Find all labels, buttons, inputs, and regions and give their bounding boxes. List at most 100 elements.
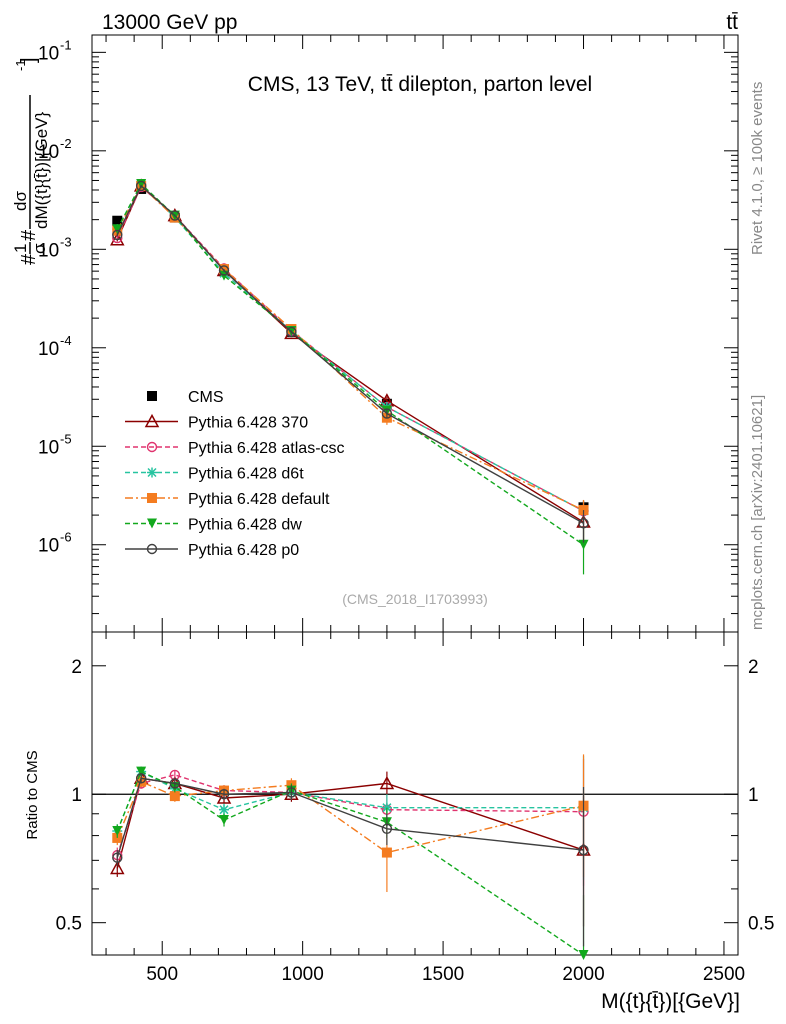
ylabel-hash: # [18,229,40,241]
main-y-tick-exponent: -4 [60,333,72,348]
ylabel-exp: -1 [13,59,28,71]
x-tick-label: 2000 [562,964,604,985]
ylabel-denominator: dM({t}{t̄})[{GeV} [32,111,51,229]
series-pythia-6-428-atlas-csc [112,181,589,525]
main-y-tick-exponent: -1 [60,37,72,52]
main-y-tick-exponent: -2 [60,136,72,151]
legend-marker [146,543,158,555]
ylabel-one: 1 [11,244,30,253]
ratio-point [136,766,147,777]
svg-text:#: # [18,253,40,265]
series-line [116,182,584,512]
ratio-point [286,787,297,798]
main-y-tick-label: 10 [38,536,59,557]
header-left-title: 13000 GeV pp [102,11,237,34]
legend-marker [146,441,158,453]
legend-label: Pythia 6.428 atlas-csc [188,440,345,457]
legend-marker [144,413,160,428]
ratio-point [381,823,393,834]
main-y-axis-label: # 1 σ # dσ dM({t}{t̄})[{GeV} ] -1 [11,57,51,265]
x-tick-label: 500 [146,964,178,985]
series-pythia-6-428-dw [112,179,589,575]
x-axis-label: M({t}{t̄})[{GeV}] [601,990,740,1013]
legend-entry: Pythia 6.428 default [125,491,330,508]
x-tick-label: 1000 [282,964,324,985]
data-point [578,539,589,550]
legend-label: Pythia 6.428 370 [188,415,308,432]
ratio-point [578,950,589,960]
ylabel-suffix: ] [18,57,40,63]
legend-marker [147,391,157,401]
ratio-y-tick-label: 1 [71,785,82,806]
main-y-tick-exponent: -3 [60,234,72,249]
series-pythia-6-428-p0 [112,180,589,543]
mcplots-label: mcplots.cern.ch [arXiv:2401.10621] [749,395,766,630]
legend-marker [147,518,157,529]
ratio-line [116,777,584,858]
data-point [286,326,297,338]
ratio-point [110,860,125,875]
legend-label: Pythia 6.428 d6t [188,466,304,483]
ratio-series-pythia-6-428-dw [112,766,589,960]
ratio-line [116,770,584,956]
main-y-tick-label: 10 [38,339,59,360]
series-line [116,185,584,512]
ratio-y-tick-label: 0.5 [56,914,82,935]
ratio-series-pythia-6-428-d6t [112,755,589,880]
ratio-y-tick-label: 2 [71,657,82,678]
ratio-point [169,778,181,789]
legend-entry: Pythia 6.428 p0 [125,542,299,559]
ratio-point [381,847,392,858]
ratio-point [169,791,180,802]
legend: CMS Pythia 6.428 370 Pythia 6.428 atlas-cs… [125,389,345,559]
ratio-series-pythia-6-428-atlas-csc [112,758,589,886]
main-y-tick-label: 10 [38,240,59,261]
ratio-line [116,770,584,832]
ratio-point [112,826,123,837]
x-tick-label: 2500 [703,964,745,985]
ratio-point-stroke [219,805,229,815]
legend-label: CMS [188,389,224,406]
legend-label: Pythia 6.428 p0 [188,542,299,559]
legend-entry: Pythia 6.428 370 [125,413,308,432]
ylabel-sigma: σ [30,243,49,254]
ratio-point [219,804,230,815]
data-point [169,210,181,221]
legend-entry: Pythia 6.428 dw [125,517,302,534]
series-pythia-6-428-default [112,180,589,524]
ratio-series-pythia-6-428-default [112,754,589,893]
data-point [112,224,123,235]
ratio-point [379,775,395,790]
main-chart-title: CMS, 13 TeV, tt̄ dilepton, parton level [248,73,592,96]
main-y-tick-label: 10 [38,437,59,458]
series-line [116,184,584,511]
main-y-tick-label: 10 [38,142,59,163]
ratio-y-tick-label-right: 1 [748,785,759,806]
main-y-tick-exponent: -6 [60,530,72,545]
x-tick-label: 1500 [422,964,464,985]
ylabel-prefix: # [18,253,40,265]
ratio-point [578,844,589,856]
ratio-y-axis-label: Ratio to CMS [24,750,41,839]
header-right-title: tt̄ [726,11,738,34]
ratio-point [135,773,147,784]
data-point [135,180,147,192]
ratio-point [219,815,230,826]
legend-entry: Pythia 6.428 atlas-csc [125,440,345,457]
ratio-y-tick-label-right: 2 [748,657,759,678]
data-point [218,265,230,276]
ratio-point [218,789,230,800]
data-point [112,215,123,226]
legend-entry: CMS [147,389,224,406]
ratio-panel: 500 1000 1500 2000 2500 0.5 0.5 1 1 2 2 Ratio to C… [24,631,774,1013]
series-cms [112,183,589,516]
data-point [578,518,589,529]
legend-label: Pythia 6.428 dw [188,517,302,534]
legend-entry: Pythia 6.428 d6t [125,466,304,483]
data-point [110,232,125,246]
main-watermark: (CMS_2018_I1703993) [342,591,488,607]
legend-marker [147,467,157,478]
main-panel: 10-610-510-410-310-210-1 CMS, 13 TeV, tt… [11,34,739,633]
ratio-line [116,777,584,869]
